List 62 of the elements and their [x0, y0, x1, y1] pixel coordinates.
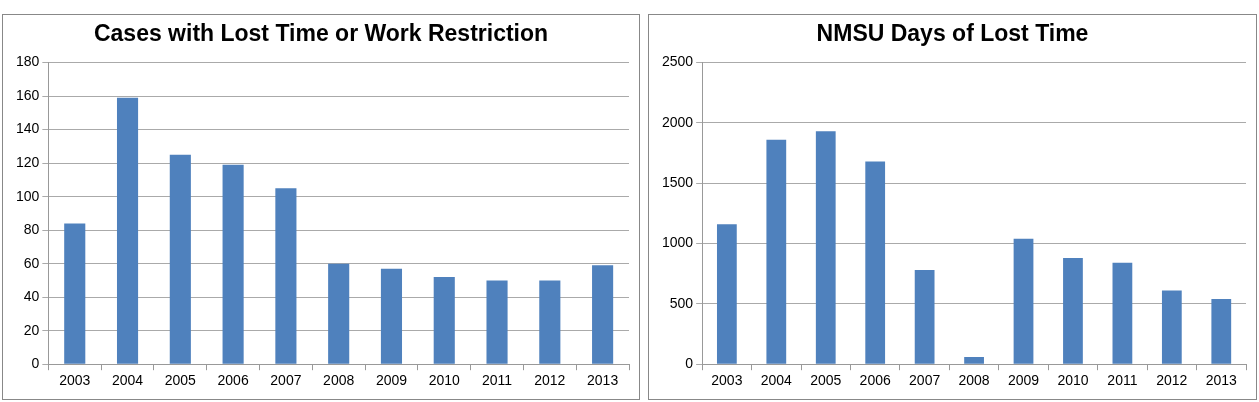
y-tick-label: 1000	[661, 234, 694, 251]
x-tick-label: 2005	[164, 372, 197, 389]
y-tick-label: 60	[23, 254, 40, 271]
x-tick-label: 2011	[481, 372, 513, 389]
bar	[1063, 258, 1083, 364]
bar	[222, 164, 244, 364]
bar	[716, 224, 737, 364]
x-tick-label: 2008	[958, 372, 990, 389]
chart-title: NMSU Days of Lost Time	[816, 20, 1089, 47]
x-tick-label: 2012	[1156, 372, 1188, 389]
y-tick-label: 20	[23, 321, 40, 338]
x-tick-label: 2012	[534, 372, 566, 389]
y-tick-label: 120	[16, 153, 40, 170]
x-tick-label: 2006	[217, 372, 249, 389]
bar	[328, 263, 350, 364]
x-tick-label: 2006	[859, 372, 891, 389]
x-tick-label: 2008	[323, 372, 355, 389]
chart-title: Cases with Lost Time or Work Restriction	[93, 20, 549, 47]
x-tick-label: 2005	[810, 372, 842, 389]
bar	[1112, 262, 1133, 364]
bar	[815, 131, 836, 364]
y-tick-label: 80	[23, 221, 40, 238]
bar	[380, 268, 403, 364]
bar	[539, 280, 561, 364]
bar	[64, 223, 86, 364]
y-tick-label: 0	[31, 355, 40, 372]
x-tick-label: 2010	[428, 372, 461, 389]
bar	[116, 97, 139, 364]
bar	[766, 139, 787, 364]
y-tick-label: 2500	[661, 53, 694, 70]
x-tick-label: 2009	[1007, 372, 1040, 389]
y-tick-label: 140	[16, 120, 40, 137]
y-tick-label: 100	[16, 187, 40, 204]
bar	[1211, 299, 1232, 364]
y-tick-label: 2000	[661, 113, 694, 130]
bar	[865, 161, 886, 364]
bar	[169, 154, 191, 364]
x-tick-label: 2009	[375, 372, 408, 389]
bar	[486, 280, 508, 364]
y-tick-label: 1500	[661, 174, 694, 191]
x-tick-label: 2007	[909, 372, 941, 389]
bar	[1013, 238, 1034, 364]
x-tick-label: 2004	[760, 372, 793, 389]
bar	[433, 277, 455, 364]
bar	[964, 356, 984, 364]
y-tick-label: 0	[685, 355, 694, 372]
x-tick-label: 2003	[59, 372, 91, 389]
y-tick-label: 40	[23, 288, 40, 305]
y-tick-label: 180	[16, 53, 40, 70]
x-tick-label: 2013	[587, 372, 619, 389]
x-tick-label: 2003	[711, 372, 743, 389]
bar	[592, 265, 614, 364]
bar	[275, 188, 297, 364]
x-tick-label: 2011	[1107, 372, 1138, 389]
y-tick-label: 500	[669, 294, 694, 311]
y-tick-label: 160	[16, 86, 40, 103]
bar	[914, 270, 935, 364]
x-tick-label: 2004	[111, 372, 144, 389]
x-tick-label: 2007	[270, 372, 302, 389]
x-tick-label: 2010	[1057, 372, 1089, 389]
x-tick-label: 2013	[1205, 372, 1238, 389]
bar	[1161, 290, 1182, 364]
